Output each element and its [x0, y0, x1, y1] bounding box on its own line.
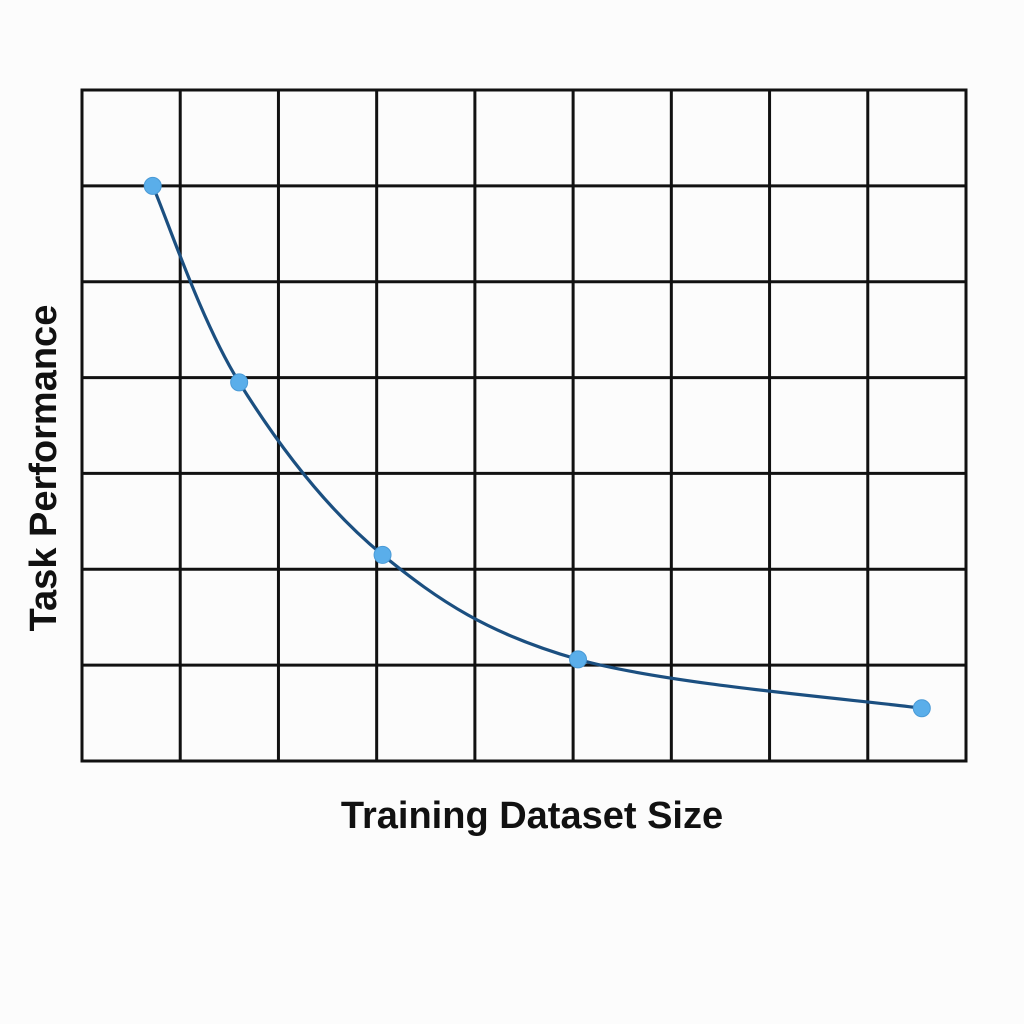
- plot-border: [80, 88, 968, 763]
- series-markers: [143, 176, 931, 718]
- data-point: [569, 650, 588, 669]
- data-point: [912, 699, 931, 718]
- series-line: [151, 184, 924, 710]
- data-point: [143, 176, 162, 195]
- y-axis-title: Task Performance: [23, 305, 65, 632]
- data-point: [230, 373, 249, 392]
- x-axis-title: Training Dataset Size: [341, 795, 723, 837]
- data-point: [373, 545, 392, 564]
- grid: [80, 88, 968, 763]
